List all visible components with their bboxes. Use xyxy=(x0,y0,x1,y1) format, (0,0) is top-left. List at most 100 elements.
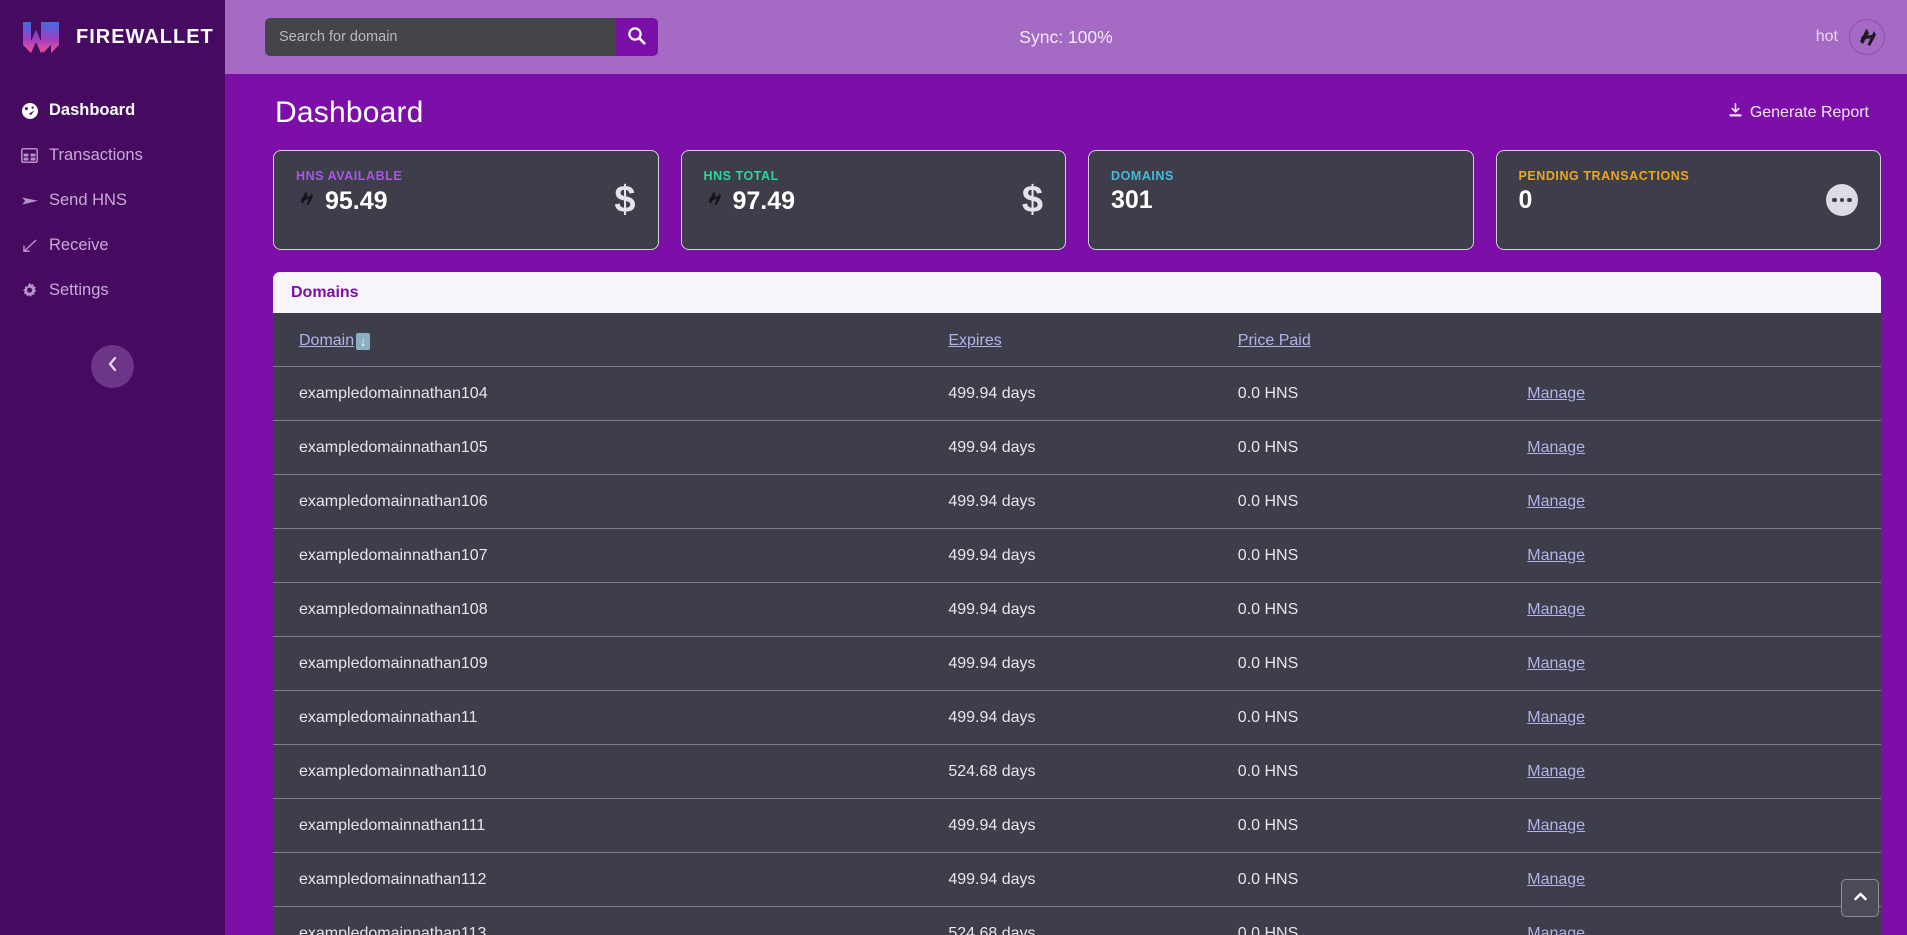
domains-panel: Domains Domain xyxy=(273,272,1881,935)
page-header: Dashboard Generate Report xyxy=(249,74,1885,150)
table-row[interactable]: exampledomainnathan110 524.68 days 0.0 HNS… xyxy=(273,744,1881,799)
sort-descending-icon xyxy=(356,332,371,350)
cell-domain: exampledomainnathan107 xyxy=(273,528,949,583)
stat-card-value: 301 xyxy=(1111,186,1153,214)
manage-link[interactable]: Manage xyxy=(1527,763,1586,780)
cell-expires: 499.94 days xyxy=(948,798,1238,853)
stat-card-label: PENDING TRANSACTIONS xyxy=(1518,169,1690,183)
sidebar-nav: Dashboard Transactions Send HNS Receive xyxy=(0,74,225,313)
column-header-actions xyxy=(1527,313,1881,367)
content-area: Dashboard Generate Report HNS AVAILABLE xyxy=(225,74,1907,935)
table-row[interactable]: exampledomainnathan105 499.94 days 0.0 HNS… xyxy=(273,420,1881,475)
sidebar-item-settings[interactable]: Settings xyxy=(0,268,225,313)
cell-price: 0.0 HNS xyxy=(1237,906,1528,935)
cell-action: Manage xyxy=(1527,636,1881,691)
search-input[interactable] xyxy=(265,18,615,56)
stat-card-value-wrap: 97.49 xyxy=(704,186,796,215)
main-region: Sync: 100% hot Dashboard xyxy=(225,0,1907,935)
manage-link[interactable]: Manage xyxy=(1527,601,1586,618)
cell-domain: exampledomainnathan113 xyxy=(273,906,949,935)
sidebar-item-send-hns[interactable]: Send HNS xyxy=(0,178,225,223)
manage-link[interactable]: Manage xyxy=(1527,817,1586,834)
column-header-domain: Domain xyxy=(273,313,949,367)
cell-price: 0.0 HNS xyxy=(1237,582,1528,637)
cell-price: 0.0 HNS xyxy=(1237,744,1528,799)
manage-link[interactable]: Manage xyxy=(1527,439,1586,456)
table-row[interactable]: exampledomainnathan113 524.68 days 0.0 HNS… xyxy=(273,906,1881,935)
gear-icon xyxy=(20,281,39,300)
grid-table-icon xyxy=(20,146,39,165)
stat-card-hns-total[interactable]: HNS TOTAL 97.49 $ xyxy=(680,150,1066,250)
brand-name: FIREWALLET xyxy=(76,25,214,48)
table-row[interactable]: exampledomainnathan104 499.94 days 0.0 HNS… xyxy=(273,366,1881,421)
sidebar-item-label: Receive xyxy=(49,236,109,254)
panel-title: Domains xyxy=(291,283,359,301)
table-row[interactable]: exampledomainnathan107 499.94 days 0.0 HNS… xyxy=(273,528,1881,583)
sidebar-item-receive[interactable]: Receive xyxy=(0,223,225,268)
chevron-left-icon xyxy=(106,356,119,377)
domains-table: Domain Expires Price Paid e xyxy=(273,313,1881,935)
sidebar-item-transactions[interactable]: Transactions xyxy=(0,133,225,178)
stat-card-value: 97.49 xyxy=(732,186,796,215)
sort-expires-button[interactable]: Expires xyxy=(948,332,1002,349)
search-button[interactable] xyxy=(615,18,658,56)
firewallet-w-logo-icon xyxy=(22,21,60,54)
generate-report-button[interactable]: Generate Report xyxy=(1720,99,1877,127)
send-paper-plane-icon xyxy=(20,191,39,210)
cell-action: Manage xyxy=(1527,690,1881,745)
stat-card-value: 95.49 xyxy=(325,186,388,215)
cell-domain: exampledomainnathan108 xyxy=(273,582,949,637)
cell-price: 0.0 HNS xyxy=(1237,474,1528,529)
dollar-sign-icon: $ xyxy=(614,179,636,221)
stat-card-value: 0 xyxy=(1518,186,1533,214)
manage-link[interactable]: Manage xyxy=(1527,871,1586,888)
cell-price: 0.0 HNS xyxy=(1237,798,1528,853)
cell-action: Manage xyxy=(1527,366,1881,421)
stat-card-label: HNS AVAILABLE xyxy=(296,169,403,183)
stat-card-hns-available[interactable]: HNS AVAILABLE 95.49 $ xyxy=(273,150,659,250)
search-bar xyxy=(265,18,658,56)
manage-link[interactable]: Manage xyxy=(1527,547,1586,564)
cell-domain: exampledomainnathan109 xyxy=(273,636,949,691)
manage-link[interactable]: Manage xyxy=(1527,655,1586,672)
cell-action: Manage xyxy=(1527,528,1881,583)
sidebar-item-dashboard[interactable]: Dashboard xyxy=(0,88,225,133)
sidebar-item-label: Settings xyxy=(49,281,109,299)
cell-price: 0.0 HNS xyxy=(1237,420,1528,475)
table-row[interactable]: exampledomainnathan112 499.94 days 0.0 HNS… xyxy=(273,852,1881,907)
stat-card-value-wrap: 0 xyxy=(1519,188,1690,213)
cell-expires: 499.94 days xyxy=(948,636,1238,691)
manage-link[interactable]: Manage xyxy=(1527,493,1586,510)
sidebar-item-label: Send HNS xyxy=(49,191,127,209)
table-row[interactable]: exampledomainnathan108 499.94 days 0.0 HNS… xyxy=(273,582,1881,637)
stat-card-domains[interactable]: DOMAINS 301 xyxy=(1088,150,1474,250)
sidebar-collapse-button[interactable] xyxy=(91,345,134,388)
table-row[interactable]: exampledomainnathan11 499.94 days 0.0 HNS M… xyxy=(273,690,1881,745)
table-row[interactable]: exampledomainnathan111 499.94 days 0.0 HNS… xyxy=(273,798,1881,853)
cell-price: 0.0 HNS xyxy=(1237,852,1528,907)
table-row[interactable]: exampledomainnathan106 499.94 days 0.0 HNS… xyxy=(273,474,1881,529)
sort-price-paid-button[interactable]: Price Paid xyxy=(1237,332,1311,349)
table-row[interactable]: exampledomainnathan109 499.94 days 0.0 HNS… xyxy=(273,636,1881,691)
sidebar-item-label: Transactions xyxy=(49,146,143,164)
scroll-to-top-button[interactable] xyxy=(1841,879,1879,917)
arrow-down-left-icon xyxy=(20,236,39,255)
manage-link[interactable]: Manage xyxy=(1527,925,1586,935)
wallet-selector[interactable]: hot xyxy=(1816,19,1885,55)
dollar-sign-icon: $ xyxy=(1021,179,1043,221)
stat-card-pending-transactions[interactable]: PENDING TRANSACTIONS 0 xyxy=(1495,150,1881,250)
table-header-row: Domain Expires Price Paid xyxy=(273,313,1881,367)
manage-link[interactable]: Manage xyxy=(1527,709,1586,726)
cell-price: 0.0 HNS xyxy=(1237,690,1528,745)
domains-table-body: exampledomainnathan104 499.94 days 0.0 HNS… xyxy=(273,366,1881,935)
column-header-price-paid: Price Paid xyxy=(1237,313,1528,367)
stat-card-label: DOMAINS xyxy=(1111,169,1174,183)
cell-action: Manage xyxy=(1527,798,1881,853)
stat-cards: HNS AVAILABLE 95.49 $ HNS TOTAL xyxy=(249,150,1885,250)
domains-table-head: Domain Expires Price Paid xyxy=(273,313,1881,367)
sort-domain-button[interactable]: Domain xyxy=(299,332,371,350)
sidebar-item-label: Dashboard xyxy=(49,101,136,119)
brand-logo[interactable]: FIREWALLET xyxy=(0,0,225,74)
manage-link[interactable]: Manage xyxy=(1527,385,1586,402)
